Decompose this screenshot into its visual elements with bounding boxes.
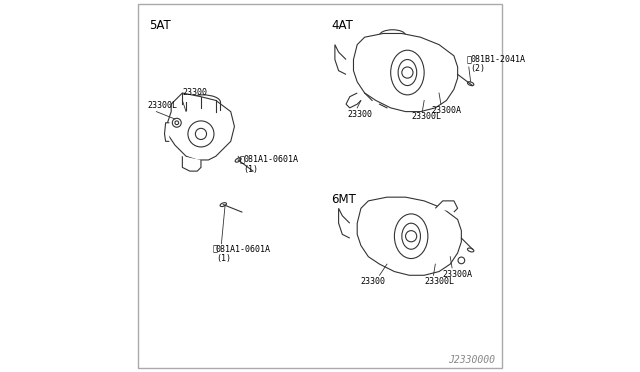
- Text: Ⓢ: Ⓢ: [240, 155, 245, 164]
- Text: (1): (1): [216, 254, 231, 263]
- Text: 081A1-0601A: 081A1-0601A: [244, 155, 299, 164]
- Text: 23300L: 23300L: [411, 112, 441, 121]
- Text: Ⓢ: Ⓢ: [467, 55, 472, 64]
- Text: 23300L: 23300L: [424, 277, 454, 286]
- Text: 23300L: 23300L: [147, 101, 177, 110]
- PathPatch shape: [357, 197, 461, 275]
- Text: 4AT: 4AT: [331, 19, 353, 32]
- Text: (2): (2): [470, 64, 486, 73]
- Text: 23300A: 23300A: [443, 270, 473, 279]
- PathPatch shape: [182, 156, 201, 171]
- PathPatch shape: [353, 33, 458, 112]
- Text: Ⓢ: Ⓢ: [212, 245, 217, 254]
- Text: 23300: 23300: [182, 88, 207, 97]
- PathPatch shape: [335, 45, 346, 74]
- Text: 081B1-2041A: 081B1-2041A: [470, 55, 525, 64]
- PathPatch shape: [339, 208, 349, 238]
- Text: 23300: 23300: [361, 277, 386, 286]
- PathPatch shape: [164, 123, 170, 141]
- Text: 6MT: 6MT: [331, 193, 356, 206]
- PathPatch shape: [435, 201, 458, 212]
- Text: 23300: 23300: [348, 110, 373, 119]
- Text: J2330000: J2330000: [448, 355, 495, 365]
- Text: 081A1-0601A: 081A1-0601A: [216, 245, 271, 254]
- Text: 23300A: 23300A: [431, 106, 461, 115]
- Text: (1): (1): [244, 165, 259, 174]
- Text: 5AT: 5AT: [149, 19, 171, 32]
- PathPatch shape: [346, 93, 361, 108]
- PathPatch shape: [168, 93, 234, 160]
